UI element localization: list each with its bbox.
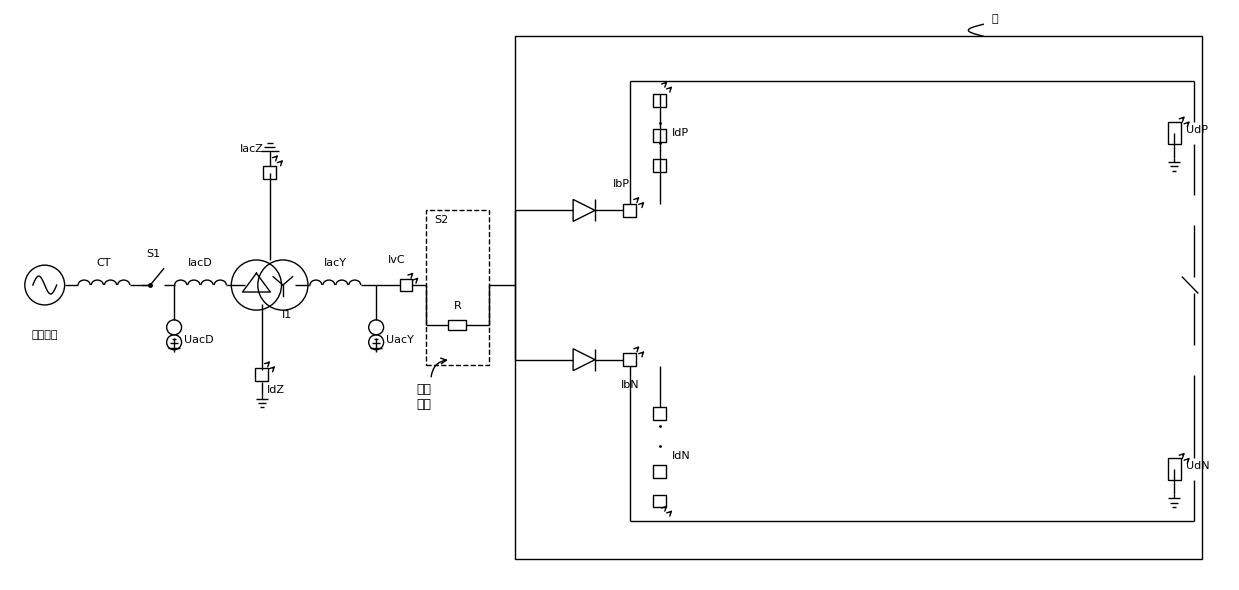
Bar	[449, 320, 466, 330]
Text: S2: S2	[434, 215, 449, 225]
Bar	[653, 407, 667, 420]
Text: UacY: UacY	[387, 335, 414, 345]
Bar	[255, 368, 268, 381]
Text: IdP: IdP	[672, 128, 689, 138]
Bar	[515, 36, 1202, 559]
Text: R: R	[453, 301, 461, 311]
Text: IbN: IbN	[621, 379, 639, 389]
Bar	[623, 353, 637, 366]
Bar	[400, 279, 413, 291]
Text: 阀: 阀	[991, 14, 997, 24]
Text: 启动
回路: 启动 回路	[416, 382, 431, 411]
Text: IacY: IacY	[323, 258, 347, 268]
Text: IbP: IbP	[613, 179, 629, 188]
Text: I1: I1	[281, 310, 292, 320]
Text: IvC: IvC	[388, 255, 405, 265]
Text: S1: S1	[146, 249, 160, 259]
Bar	[653, 159, 667, 172]
Bar	[623, 204, 637, 217]
Text: CT: CT	[97, 258, 112, 268]
Text: UdP: UdP	[1186, 124, 1208, 135]
Bar	[653, 129, 667, 142]
Text: IdN: IdN	[672, 451, 690, 461]
Bar	[653, 94, 667, 107]
Text: IdZ: IdZ	[266, 385, 285, 395]
Bar	[263, 166, 276, 179]
Text: UdN: UdN	[1186, 461, 1211, 471]
Text: UacD: UacD	[185, 335, 213, 345]
Bar	[1168, 122, 1181, 144]
Text: IacD: IacD	[188, 258, 213, 268]
Bar	[426, 211, 488, 365]
Bar	[653, 465, 667, 478]
Bar	[653, 494, 667, 507]
Text: 交流电网: 交流电网	[31, 330, 58, 340]
Text: IacZ: IacZ	[240, 144, 264, 153]
Bar	[1168, 458, 1181, 480]
